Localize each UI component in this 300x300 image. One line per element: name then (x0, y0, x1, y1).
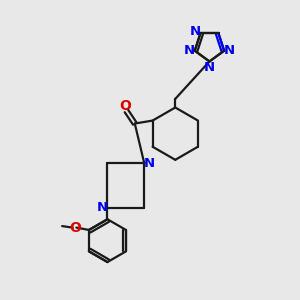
Text: O: O (69, 220, 81, 235)
Text: O: O (119, 99, 131, 113)
Text: N: N (97, 202, 108, 214)
Text: N: N (224, 44, 235, 57)
Text: N: N (144, 157, 155, 170)
Text: N: N (184, 44, 195, 57)
Text: N: N (189, 26, 201, 38)
Text: N: N (204, 61, 215, 74)
